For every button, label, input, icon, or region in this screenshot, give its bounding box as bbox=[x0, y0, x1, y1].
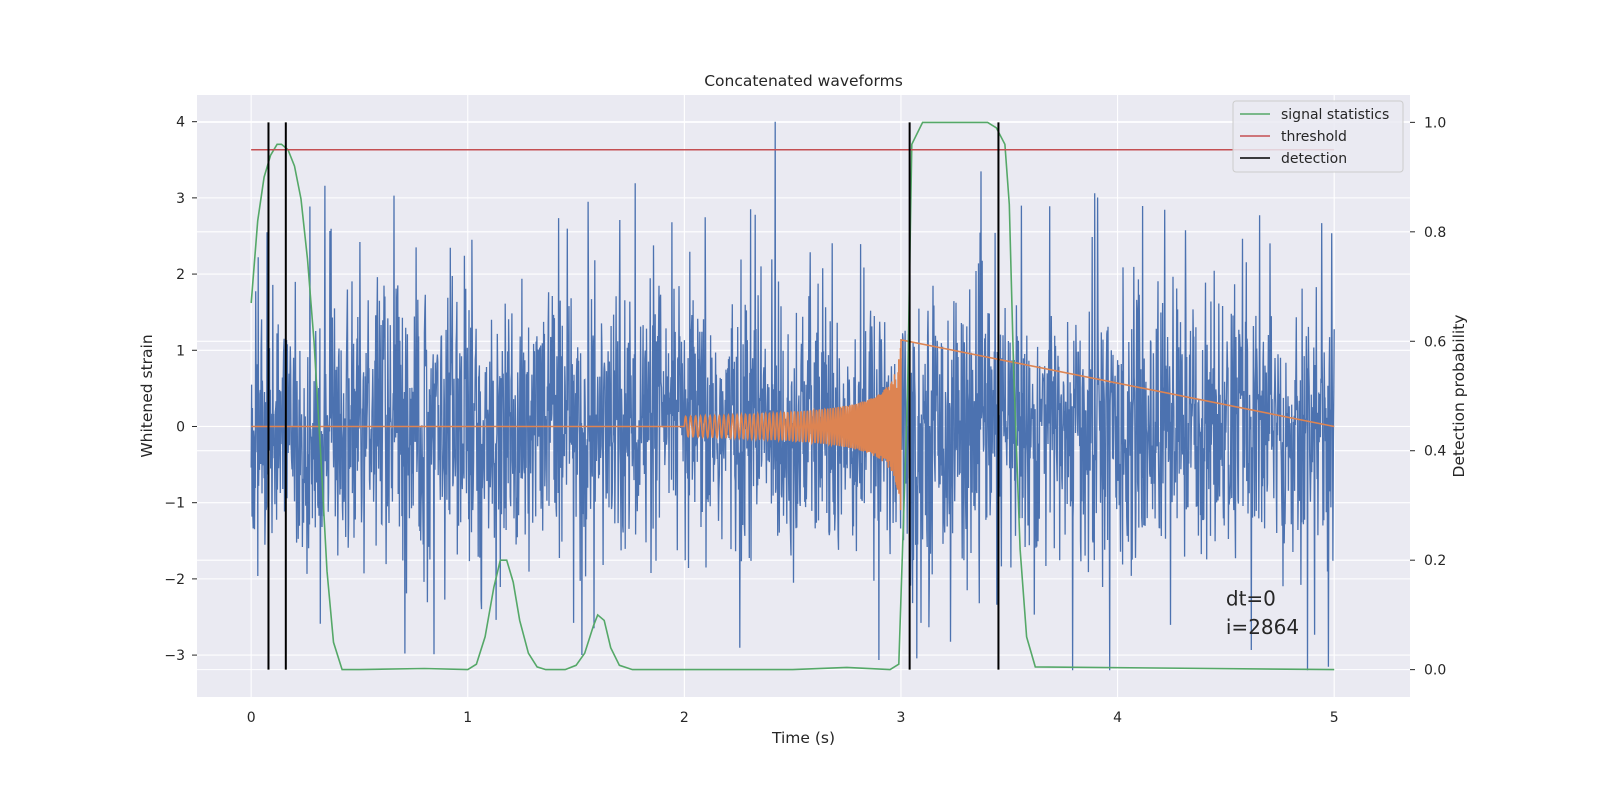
x-tick-label: 3 bbox=[897, 710, 906, 726]
legend-label-threshold: threshold bbox=[1281, 129, 1347, 145]
y-tick-label: 3 bbox=[176, 191, 185, 207]
tick-labels: 0 1 2 3 4 5 −3 −2 −1 0 1 2 3 4 0.0 0.2 0.4 0.6 0.8 1.0 bbox=[164, 115, 1446, 726]
y2-tick-label: 0.4 bbox=[1424, 444, 1446, 460]
y-tick-label: −2 bbox=[164, 572, 185, 588]
legend-box bbox=[1232, 100, 1404, 173]
chart-title: Concatenated waveforms bbox=[704, 72, 903, 90]
y2-tick-label: 0.8 bbox=[1424, 225, 1446, 241]
detection-lines bbox=[267, 122, 1000, 670]
y-tick-label: 4 bbox=[176, 115, 185, 131]
data-layer bbox=[250, 121, 1335, 671]
noise-series-line bbox=[250, 121, 1335, 671]
y2-tick-label: 0.6 bbox=[1424, 334, 1446, 350]
y-tick-label: −1 bbox=[164, 496, 185, 512]
x-tick-label: 5 bbox=[1330, 710, 1339, 726]
x-axis-label: Time (s) bbox=[771, 729, 835, 747]
x-tick-label: 1 bbox=[463, 710, 472, 726]
annotation-dt: dt=0 bbox=[1226, 587, 1276, 611]
chirp-series-line bbox=[251, 338, 1335, 511]
annotation-i: i=2864 bbox=[1226, 615, 1299, 639]
x-tick-label: 2 bbox=[680, 710, 689, 726]
legend-label-signal-statistics: signal statistics bbox=[1281, 107, 1389, 123]
y2-tick-label: 1.0 bbox=[1424, 115, 1446, 131]
y2-tick-label: 0.0 bbox=[1424, 663, 1446, 679]
legend: signal statistics threshold detection bbox=[1232, 100, 1404, 173]
y2-tick-label: 0.2 bbox=[1424, 553, 1446, 569]
legend-label-detection: detection bbox=[1281, 151, 1347, 167]
x-tick-label: 0 bbox=[247, 710, 256, 726]
y-tick-label: 1 bbox=[176, 343, 185, 359]
y2-axis-label: Detection probability bbox=[1450, 315, 1468, 478]
signal-statistics-line bbox=[250, 121, 1335, 671]
x-tick-label: 4 bbox=[1113, 710, 1122, 726]
y-axis-label: Whitened strain bbox=[138, 334, 156, 457]
y-tick-label: −3 bbox=[164, 648, 185, 664]
y-tick-label: 0 bbox=[176, 419, 185, 435]
y-tick-label: 2 bbox=[176, 267, 185, 283]
